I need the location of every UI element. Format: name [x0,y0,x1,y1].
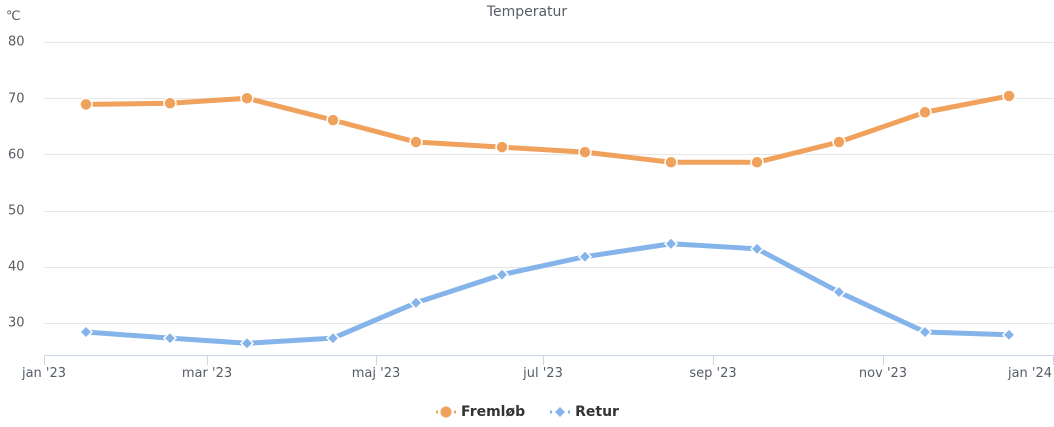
data-point-marker[interactable] [163,96,177,111]
y-tick-label: 40 [8,259,25,275]
data-point-marker[interactable] [325,331,341,346]
x-tick-label: jul '23 [523,366,563,381]
gridlines [44,42,1054,324]
x-axis-ticks [44,355,1054,365]
data-point-marker[interactable] [240,91,254,105]
data-point-marker[interactable] [918,105,932,119]
y-tick-label: 60 [8,147,25,163]
series-group[interactable] [78,89,1017,351]
data-point-marker[interactable] [578,145,592,159]
legend-label: Retur [575,404,619,420]
x-tick-label: sep '23 [689,366,737,381]
legend-item-fremlob[interactable]: Fremløb [435,404,525,420]
x-tick-label: mar '23 [181,366,233,381]
y-tick-label: 30 [8,315,25,331]
legend: Fremløb Retur [0,404,1054,420]
x-tick-label: maj '23 [351,366,401,381]
data-point-marker[interactable] [326,113,340,127]
data-point-marker[interactable] [750,155,764,170]
y-tick-label: 80 [8,34,25,50]
legend-item-retur[interactable]: Retur [549,404,619,420]
data-point-marker[interactable] [1001,327,1017,342]
data-point-marker[interactable] [1002,89,1016,103]
data-point-marker[interactable] [162,331,178,346]
plot-area [44,42,1054,365]
diamond-marker-icon [550,407,571,417]
data-point-marker[interactable] [408,295,424,310]
data-point-marker[interactable] [409,135,423,149]
x-tick-label: jan '24 [1007,366,1053,381]
data-point-marker[interactable] [832,135,846,149]
y-tick-label: 50 [8,203,25,219]
data-point-marker[interactable] [79,97,93,112]
data-point-marker[interactable] [663,236,679,251]
data-point-marker[interactable] [831,285,847,300]
data-point-marker[interactable] [495,140,509,154]
x-tick-label: nov '23 [858,366,908,381]
data-point-marker[interactable] [494,267,510,282]
data-point-marker[interactable] [78,324,94,340]
y-axis-unit: ℃ [6,9,21,24]
series-line [85,241,1010,346]
x-tick-label: jan '23 [21,366,67,381]
data-point-marker[interactable] [239,336,255,351]
circle-marker-icon [436,406,457,418]
data-point-marker[interactable] [917,324,933,340]
series-line [85,93,1010,165]
data-point-marker[interactable] [577,249,593,264]
legend-label: Fremløb [461,404,526,420]
data-point-marker[interactable] [664,155,678,170]
chart-title: Temperatur [486,4,568,20]
y-tick-label: 70 [8,91,25,107]
data-point-marker[interactable] [749,241,765,256]
